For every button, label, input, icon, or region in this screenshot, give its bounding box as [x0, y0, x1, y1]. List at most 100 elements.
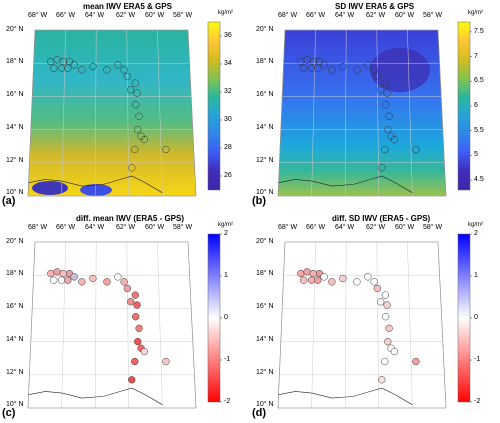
latitude-label: 18° N [256, 58, 274, 65]
gps-station [309, 269, 317, 278]
gps-station [381, 145, 389, 154]
gps-station [50, 64, 58, 72]
coastline [278, 175, 413, 193]
gps-station [364, 61, 372, 69]
panel-label: (a) [2, 195, 16, 207]
colorbar-tick-label: 5 [474, 151, 478, 159]
colorbar-unit: kg/m² [218, 10, 233, 16]
map-frame [27, 241, 197, 409]
colorbar-tick-label: 6 [474, 102, 478, 109]
latitude-label: 16° N [256, 91, 274, 98]
colorbar-tick-label: 34 [224, 60, 232, 67]
longitude-label: 60° W [145, 12, 165, 19]
gps-station [103, 66, 111, 74]
colorbar-unit: kg/m² [468, 222, 483, 228]
map-background [278, 242, 446, 408]
gps-station [131, 291, 139, 299]
gps-station [373, 284, 382, 293]
gps-station [47, 269, 55, 278]
colorbar-gradient [457, 21, 471, 191]
colorbar-tick-label: 28 [224, 144, 232, 151]
gps-station [383, 89, 391, 97]
colorbar-gradient [457, 233, 471, 403]
map-diff-mean-iwv [27, 241, 197, 409]
gps-station [127, 298, 135, 306]
gps-station [133, 301, 141, 309]
gps-station [59, 57, 67, 66]
gps-station [378, 376, 386, 384]
low-value-area [370, 48, 430, 92]
gps-station [134, 125, 142, 134]
gps-station [377, 86, 385, 94]
latitude-label: 14° N [256, 124, 274, 131]
colorbar [457, 233, 472, 403]
gps-station [320, 273, 328, 281]
colorbar-tick-label: 26 [224, 172, 232, 179]
gps-station [412, 145, 420, 154]
gps-station [135, 324, 143, 332]
gps-station [297, 269, 305, 278]
latitude-label: 20° N [6, 238, 24, 245]
meridian-line [94, 29, 97, 197]
latitude-label: 10° N [6, 189, 24, 196]
colorbar-unit: kg/m² [468, 10, 483, 16]
gps-station [123, 72, 132, 81]
colorbar [457, 21, 472, 191]
meridian-line [344, 29, 347, 197]
gps-station [382, 101, 390, 109]
colorbar-unit: kg/m² [218, 222, 233, 228]
gps-station [300, 276, 308, 284]
colorbar-tick-label: -2 [474, 398, 481, 405]
colorbar-tick-label: -2 [224, 398, 231, 405]
latitude-label: 16° N [6, 303, 24, 310]
latitude-label: 12° N [6, 369, 24, 376]
gps-station [339, 62, 347, 71]
meridian-line [344, 241, 347, 409]
gps-station [128, 376, 136, 384]
longitude-label: 68° W [28, 224, 48, 231]
panel-diff-mean-iwv: diff. mean IWV (ERA5 - GPS) (c) kg/m² 68… [0, 212, 250, 423]
colorbar-tick-label: 2 [474, 230, 478, 237]
latitude-label: 12° N [256, 369, 274, 376]
gps-station [120, 278, 128, 286]
longitude-label: 64° W [85, 12, 105, 19]
meridian-line [94, 241, 97, 409]
panel-mean-iwv: mean IWV ERA5 & GPS (a) kg/m² 68° W 66° W… [0, 0, 250, 211]
gps-station [381, 291, 389, 299]
colorbar-tick-label: 7.5 [474, 27, 484, 35]
longitude-label: 68° W [278, 224, 298, 231]
gps-station [128, 164, 136, 172]
gps-station [140, 135, 149, 144]
colorbar-tick-label: 36 [224, 32, 232, 39]
gps-station [384, 125, 392, 134]
gps-station [307, 64, 316, 72]
longitude-label: 64° W [335, 12, 355, 19]
gps-station [390, 135, 399, 144]
gps-station [131, 145, 139, 154]
latitude-label: 14° N [256, 336, 274, 343]
map-background [28, 242, 196, 408]
gps-station [134, 337, 142, 346]
meridian-line [61, 241, 66, 409]
meridian-line [311, 29, 316, 197]
colorbar-tick-label: 1 [474, 272, 478, 279]
gps-station [300, 64, 308, 72]
longitude-label: 60° W [395, 12, 415, 19]
gps-station [328, 66, 336, 74]
colorbar-tick-label: 2 [224, 230, 228, 237]
colorbar-tick-label: -1 [474, 356, 481, 363]
latitude-label: 20° N [256, 26, 274, 33]
gps-station [57, 64, 66, 72]
longitude-label: 58° W [173, 12, 193, 19]
panel-diff-sd-iwv: diff. SD IWV (ERA5 - GPS) (d) kg/m² 68° … [250, 212, 500, 423]
gps-station [89, 62, 97, 71]
gps-station [131, 79, 139, 87]
colorbar-tick-label: 5.5 [474, 126, 484, 134]
gps-station [370, 278, 378, 286]
colorbar-tick-label: 6.5 [474, 77, 484, 85]
panel-label: (b) [252, 195, 267, 207]
gps-station [114, 61, 122, 69]
coastline [28, 175, 163, 193]
gps-station [412, 357, 420, 366]
colorbar-tick-label: 30 [224, 116, 232, 123]
